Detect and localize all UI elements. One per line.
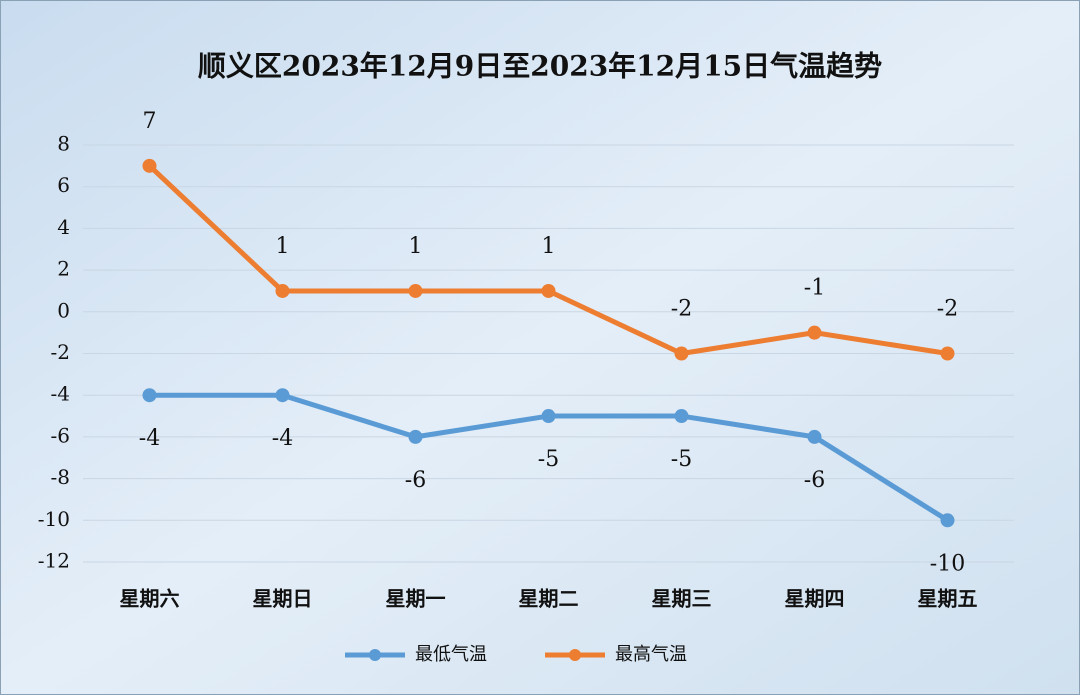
y-tick-label: 4 — [57, 215, 70, 239]
data-label: -10 — [930, 551, 965, 576]
data-point — [807, 325, 822, 340]
x-tick-label: 星期一 — [386, 587, 446, 611]
data-label: -4 — [272, 426, 293, 451]
legend-label: 最低气温 — [415, 644, 487, 665]
data-point — [142, 388, 157, 403]
x-tick-label: 星期四 — [785, 587, 845, 611]
y-tick-label: 2 — [57, 257, 70, 281]
y-tick-label: -2 — [51, 340, 70, 364]
data-label: 1 — [276, 234, 290, 259]
data-label: 1 — [542, 234, 556, 259]
data-label: -2 — [671, 297, 692, 322]
x-tick-label: 星期日 — [253, 587, 313, 611]
y-tick-label: -4 — [51, 382, 70, 406]
data-point — [408, 429, 423, 444]
data-point — [408, 283, 423, 298]
x-tick-label: 星期六 — [120, 587, 180, 611]
y-tick-label: 0 — [57, 298, 70, 322]
legend: 最低气温 最高气温 — [345, 644, 687, 665]
data-label: -2 — [937, 297, 958, 322]
data-point — [674, 409, 689, 424]
data-label: -4 — [139, 426, 160, 451]
data-point — [275, 388, 290, 403]
x-tick-label: 星期五 — [918, 587, 978, 611]
data-label: -6 — [405, 468, 426, 493]
chart-title: 顺义区2023年12月9日至2023年12月15日气温趋势 — [198, 50, 882, 83]
y-tick-label: -12 — [38, 549, 70, 573]
y-tick-label: -10 — [38, 507, 70, 531]
data-label: -1 — [804, 276, 825, 301]
data-label: -5 — [538, 447, 559, 472]
legend-label: 最高气温 — [615, 644, 687, 665]
data-label: -5 — [671, 447, 692, 472]
data-point — [940, 513, 955, 528]
x-tick-label: 星期三 — [652, 587, 712, 611]
data-point — [541, 409, 556, 424]
data-point — [940, 346, 955, 361]
y-tick-label: 8 — [57, 132, 70, 156]
data-label: 7 — [143, 109, 157, 134]
data-point — [674, 346, 689, 361]
legend-marker — [569, 649, 581, 661]
y-tick-label: -8 — [51, 465, 70, 489]
x-tick-label: 星期二 — [519, 587, 579, 611]
data-label: 1 — [409, 234, 423, 259]
data-point — [541, 283, 556, 298]
data-point — [275, 283, 290, 298]
data-point — [142, 158, 157, 173]
y-tick-label: -6 — [51, 423, 70, 447]
y-tick-label: 6 — [57, 173, 70, 197]
data-label: -6 — [804, 468, 825, 493]
legend-marker — [369, 649, 381, 661]
data-point — [807, 429, 822, 444]
